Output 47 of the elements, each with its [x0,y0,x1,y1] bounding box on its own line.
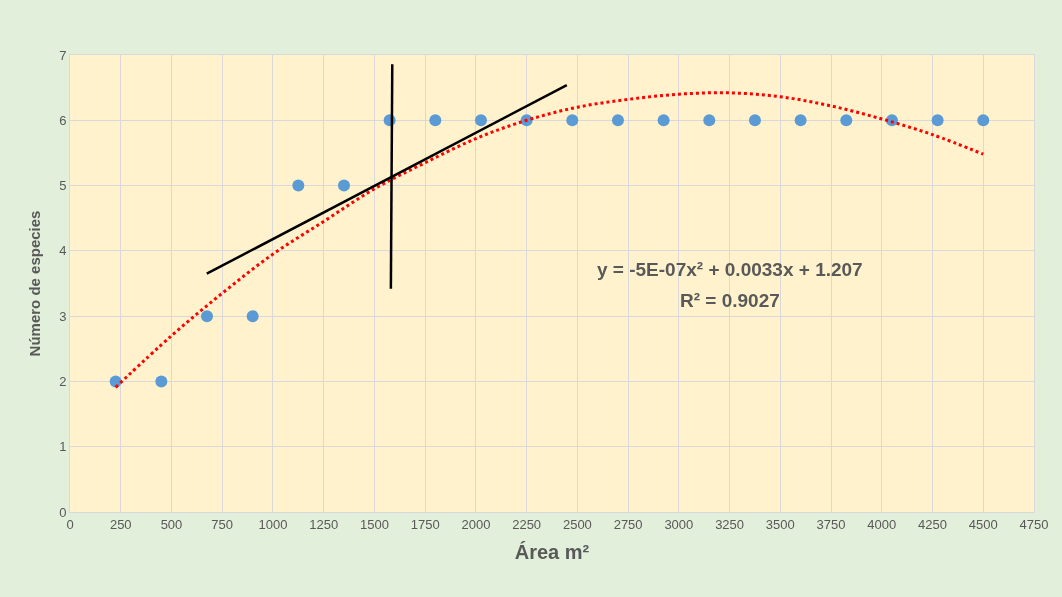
x-tick-label: 2500 [562,516,592,532]
x-tick-label: 3250 [715,516,745,532]
x-tick-label: 1250 [309,516,339,532]
point [474,114,487,127]
y-axis-title: Número de especies [26,210,44,357]
y-tick-label: 7 [59,47,67,63]
point [703,114,716,127]
x-tick-label: 250 [109,516,132,532]
y-tick-label: 2 [59,373,67,389]
point [155,375,168,388]
x-tick-label: 500 [160,516,183,532]
x-tick-label: 3500 [765,516,795,532]
y-tick-label: 3 [59,308,67,324]
point [246,310,259,323]
x-tick-label: 1750 [410,516,440,532]
point [201,310,213,323]
x-tick-label: 2000 [461,516,491,532]
point [611,114,624,127]
point [748,114,761,127]
x-axis-title: Área m² [514,541,590,564]
annotation: y = -5E-07x² + 0.0033x + 1.207 [597,259,863,280]
point [566,114,579,127]
point [840,114,853,127]
x-tick-label: 1500 [359,516,389,532]
y-tick-label: 1 [59,439,67,455]
x-tick-label: 2250 [512,516,542,532]
point [429,114,442,127]
x-tick-label: 4000 [867,516,897,532]
x-tick-label: 1000 [258,516,288,532]
y-tick-label: 5 [59,178,67,194]
x-tick-label: 3750 [816,516,846,532]
point [657,114,670,127]
annotation: R² = 0.9027 [680,290,780,311]
point [337,179,350,192]
point [794,114,807,127]
y-tick-label: 0 [59,504,67,520]
y-tick-label: 6 [59,112,67,128]
x-tick-label: 750 [211,516,234,532]
y-tick-label: 4 [59,243,67,259]
x-tick-label: 4250 [918,516,947,532]
point [977,114,990,127]
x-tick-label: 4750 [1019,516,1049,532]
point [931,114,944,127]
x-tick-label: 3000 [664,516,694,532]
x-tick-label: 4500 [968,516,998,532]
point [292,179,305,192]
x-tick-label: 2750 [613,516,643,532]
